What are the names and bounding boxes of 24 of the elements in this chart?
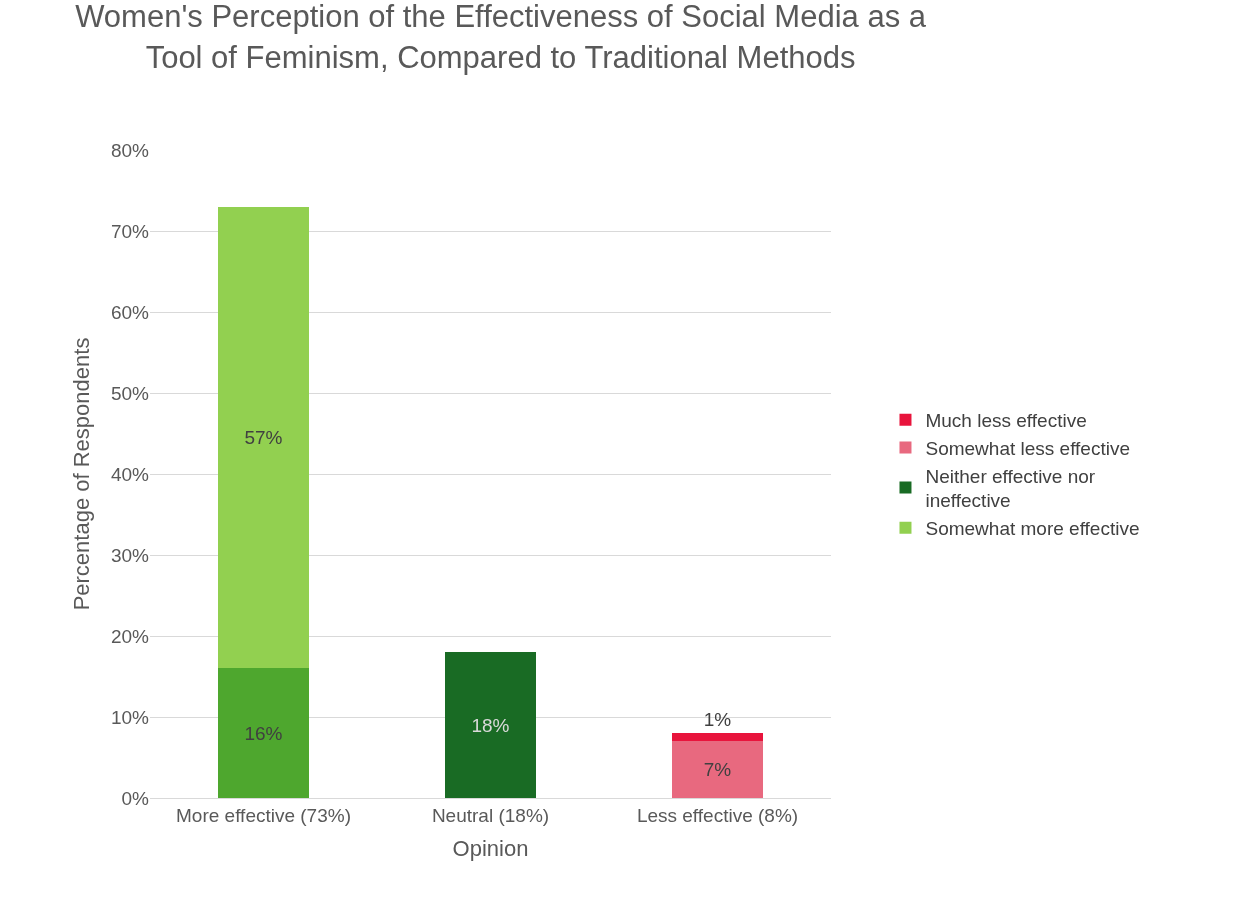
data-label: 57% [244, 427, 283, 449]
y-tick-label: 70% [110, 220, 150, 242]
y-tick-label: 60% [110, 301, 150, 323]
y-tick-label: 10% [110, 706, 150, 728]
y-tick-label: 40% [110, 463, 150, 485]
legend-label: Much less effective [925, 410, 1087, 432]
y-axis-title: Percentage of Respondents [68, 337, 94, 611]
y-tick-label: 20% [110, 625, 150, 647]
y-tick-label: 80% [110, 139, 150, 161]
chart-title: Women's Perception of the Effectiveness of Social Media as a Tool of Feminism, Compared to Traditional Methods [75, 0, 927, 75]
y-tick-label: 50% [110, 382, 150, 404]
data-label: 1% [703, 709, 732, 731]
y-tick-label: 0% [121, 787, 150, 809]
y-tick-label: 30% [110, 544, 150, 566]
x-tick-label: Less effective (8%) [636, 804, 799, 826]
data-label: 18% [471, 714, 510, 736]
data-label: 16% [244, 722, 283, 744]
data-label: 7% [703, 759, 732, 781]
legend-label: Somewhat more effective [925, 518, 1140, 540]
x-tick-label: Neutral (18%) [431, 804, 550, 826]
legend-label: Somewhat less effective [925, 437, 1131, 459]
x-tick-label: More effective (73%) [176, 804, 351, 826]
x-axis-title: Opinion [452, 835, 529, 861]
legend-label: Neither effective nor ineffective [925, 465, 1096, 512]
